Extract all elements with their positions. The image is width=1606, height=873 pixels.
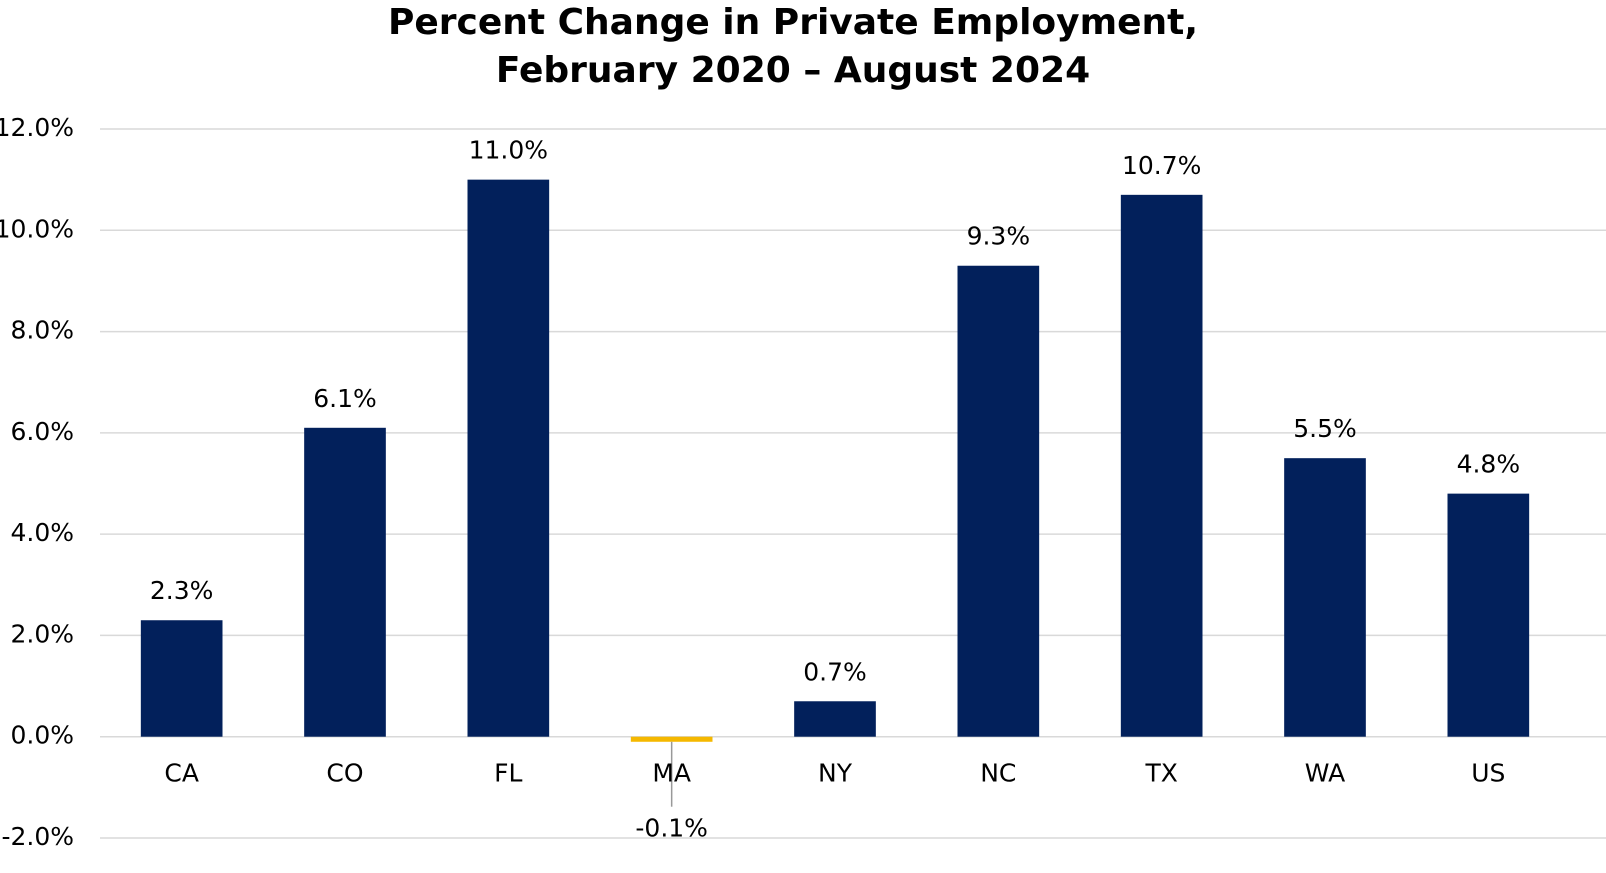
- x-tick-label: NY: [818, 759, 853, 788]
- y-tick-label: 4.0%: [10, 518, 74, 547]
- y-tick-label: 6.0%: [10, 417, 74, 446]
- x-tick-label: NC: [980, 759, 1016, 788]
- data-label: 9.3%: [967, 222, 1031, 251]
- x-tick-label: TX: [1144, 759, 1177, 788]
- x-tick-label: MA: [652, 759, 691, 788]
- chart-title: February 2020 – August 2024: [496, 50, 1090, 91]
- y-tick-label: 8.0%: [10, 316, 74, 345]
- y-tick-label: 2.0%: [10, 619, 74, 648]
- x-tick-label: FL: [494, 759, 522, 788]
- y-tick-label: 10.0%: [0, 214, 74, 243]
- y-tick-label: 0.0%: [10, 721, 74, 750]
- x-tick-label: US: [1471, 759, 1505, 788]
- x-tick-label: CO: [326, 759, 363, 788]
- bar: [467, 179, 550, 737]
- x-tick-label: CA: [164, 759, 199, 788]
- bar: [1447, 493, 1530, 737]
- data-label: -0.1%: [635, 814, 708, 843]
- y-tick-label: 12.0%: [0, 113, 74, 142]
- bar: [1284, 458, 1366, 737]
- data-label: 2.3%: [150, 576, 214, 605]
- bar: [794, 701, 876, 737]
- bar: [1120, 194, 1203, 737]
- data-label: 4.8%: [1457, 450, 1521, 479]
- data-label: 5.5%: [1293, 414, 1357, 443]
- y-tick-label: -2.0%: [1, 822, 74, 851]
- bar: [140, 620, 223, 737]
- data-label: 10.7%: [1122, 151, 1201, 180]
- bar: [630, 736, 713, 742]
- data-label: 6.1%: [313, 384, 377, 413]
- bar: [957, 265, 1040, 737]
- data-label: 0.7%: [803, 657, 867, 686]
- data-label: 11.0%: [469, 136, 548, 165]
- bar: [304, 427, 386, 737]
- chart-title: Percent Change in Private Employment,: [388, 2, 1198, 43]
- x-tick-label: WA: [1305, 759, 1345, 788]
